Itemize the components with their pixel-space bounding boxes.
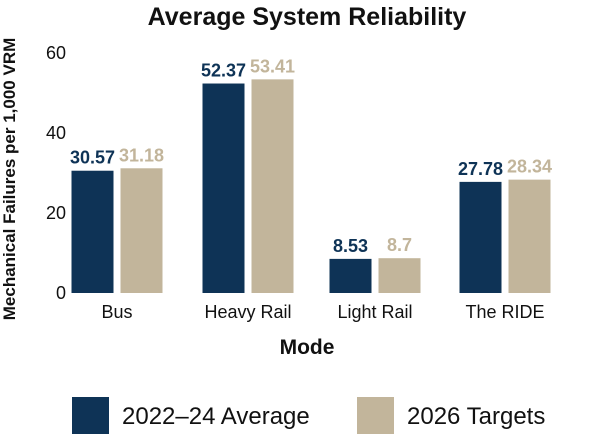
y-tick-label: 60 xyxy=(46,43,66,63)
y-tick-label: 0 xyxy=(56,283,66,303)
bar xyxy=(459,181,502,293)
data-label: 28.34 xyxy=(507,157,552,177)
legend-swatch-average xyxy=(72,397,109,434)
data-label: 53.41 xyxy=(250,56,295,76)
data-label: 30.57 xyxy=(70,148,115,168)
bar xyxy=(251,79,294,293)
data-label: 8.53 xyxy=(333,236,368,256)
legend: 2022–24 Average 2026 Targets xyxy=(72,397,545,434)
y-axis-label: Mechanical Failures per 1,000 VRM xyxy=(0,38,19,321)
chart-title: Average System Reliability xyxy=(148,3,467,31)
bar xyxy=(202,83,245,294)
category-labels: Bus Heavy Rail Light Rail The RIDE xyxy=(101,302,544,322)
y-axis-ticks: 0 20 40 60 xyxy=(46,43,66,303)
bar xyxy=(508,179,551,293)
bar xyxy=(378,258,421,293)
legend-swatch-targets xyxy=(357,397,394,434)
data-label: 8.7 xyxy=(387,235,412,255)
data-label: 27.78 xyxy=(458,159,503,179)
bar xyxy=(329,258,372,293)
legend-label-targets: 2026 Targets xyxy=(407,403,545,430)
bars xyxy=(71,79,551,294)
bar xyxy=(71,170,114,293)
bar xyxy=(120,168,163,293)
data-labels: 30.57 31.18 52.37 53.41 8.53 8.7 27.78 28.34 xyxy=(70,56,552,256)
category-label: Light Rail xyxy=(337,302,412,322)
y-tick-label: 40 xyxy=(46,123,66,143)
category-label: Heavy Rail xyxy=(204,302,291,322)
data-label: 52.37 xyxy=(201,61,246,81)
legend-label-average: 2022–24 Average xyxy=(122,403,310,430)
category-label: The RIDE xyxy=(465,302,544,322)
data-label: 31.18 xyxy=(119,145,164,165)
category-label: Bus xyxy=(101,302,132,322)
y-tick-label: 20 xyxy=(46,203,66,223)
x-axis-label: Mode xyxy=(280,336,335,359)
